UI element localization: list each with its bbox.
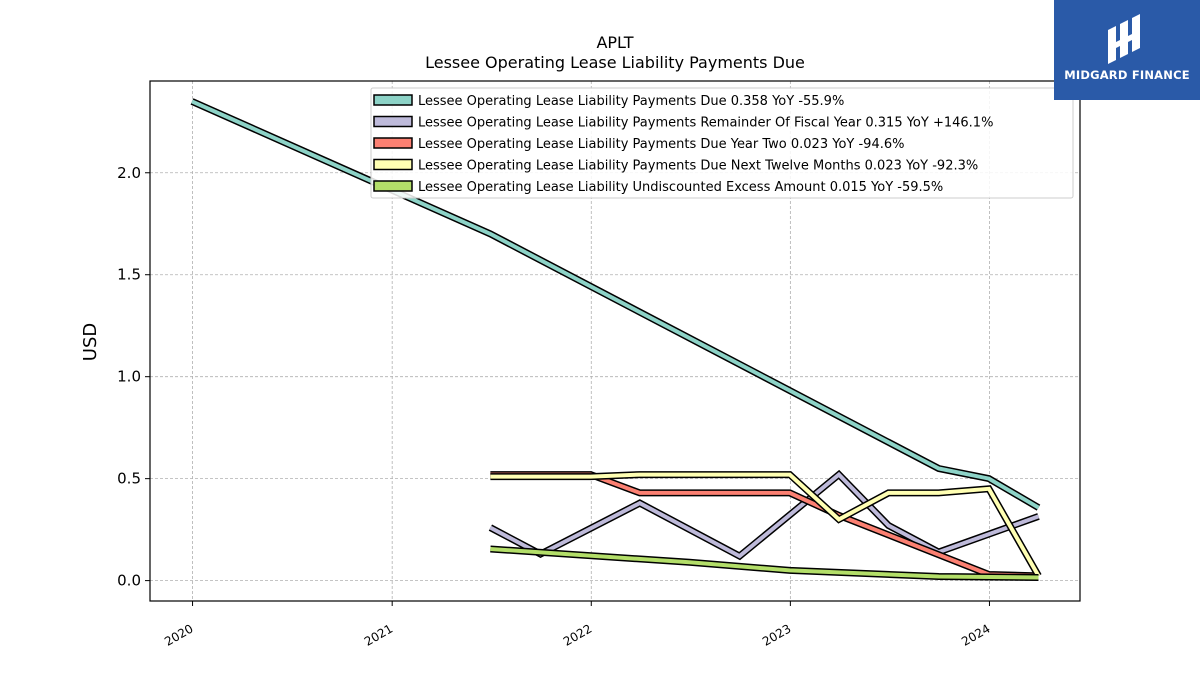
midgard-finance-logo: MIDGARD FINANCE [1054, 0, 1200, 100]
logo-text: MIDGARD FINANCE [1064, 68, 1190, 82]
series-line-5 [490, 547, 1039, 580]
series-line-4 [490, 472, 1041, 577]
y-axis-label: USD [80, 323, 101, 361]
legend-swatch-4 [373, 158, 413, 171]
legend-label-1: Lessee Operating Lease Liability Payment… [418, 94, 844, 109]
legend-label-5: Lessee Operating Lease Liability Undisco… [418, 180, 943, 195]
x-tick-label: 2021 [362, 621, 395, 648]
x-tick-label: 2024 [959, 621, 992, 648]
legend-swatch-3 [373, 137, 413, 149]
y-tick-label: 1.5 [117, 266, 141, 284]
legend: Lessee Operating Lease Liability Payment… [370, 87, 1074, 199]
y-tick-label: 0.0 [117, 572, 141, 590]
x-tick-label: 2023 [760, 621, 793, 648]
legend-label-3: Lessee Operating Lease Liability Payment… [418, 137, 904, 152]
legend-box [370, 87, 1074, 199]
legend-swatch-5 [373, 180, 413, 192]
legend-label-2: Lessee Operating Lease Liability Payment… [418, 116, 993, 131]
y-tick-label: 2.0 [117, 164, 141, 182]
x-tick-label: 2022 [561, 621, 594, 648]
chart-title: APLT [596, 33, 633, 52]
chart-subtitle: Lessee Operating Lease Liability Payment… [425, 53, 805, 72]
plot-frame [149, 80, 1081, 602]
y-tick-label: 0.5 [117, 470, 141, 488]
legend-swatch-2 [373, 115, 413, 128]
series-line-2 [489, 471, 1040, 559]
x-tick-label: 2020 [162, 621, 195, 648]
midgard-finance-logo-icon [1108, 14, 1140, 64]
legend-label-4: Lessee Operating Lease Liability Payment… [418, 159, 978, 174]
y-tick-label: 1.0 [117, 368, 141, 386]
legend-swatch-1 [373, 94, 413, 106]
